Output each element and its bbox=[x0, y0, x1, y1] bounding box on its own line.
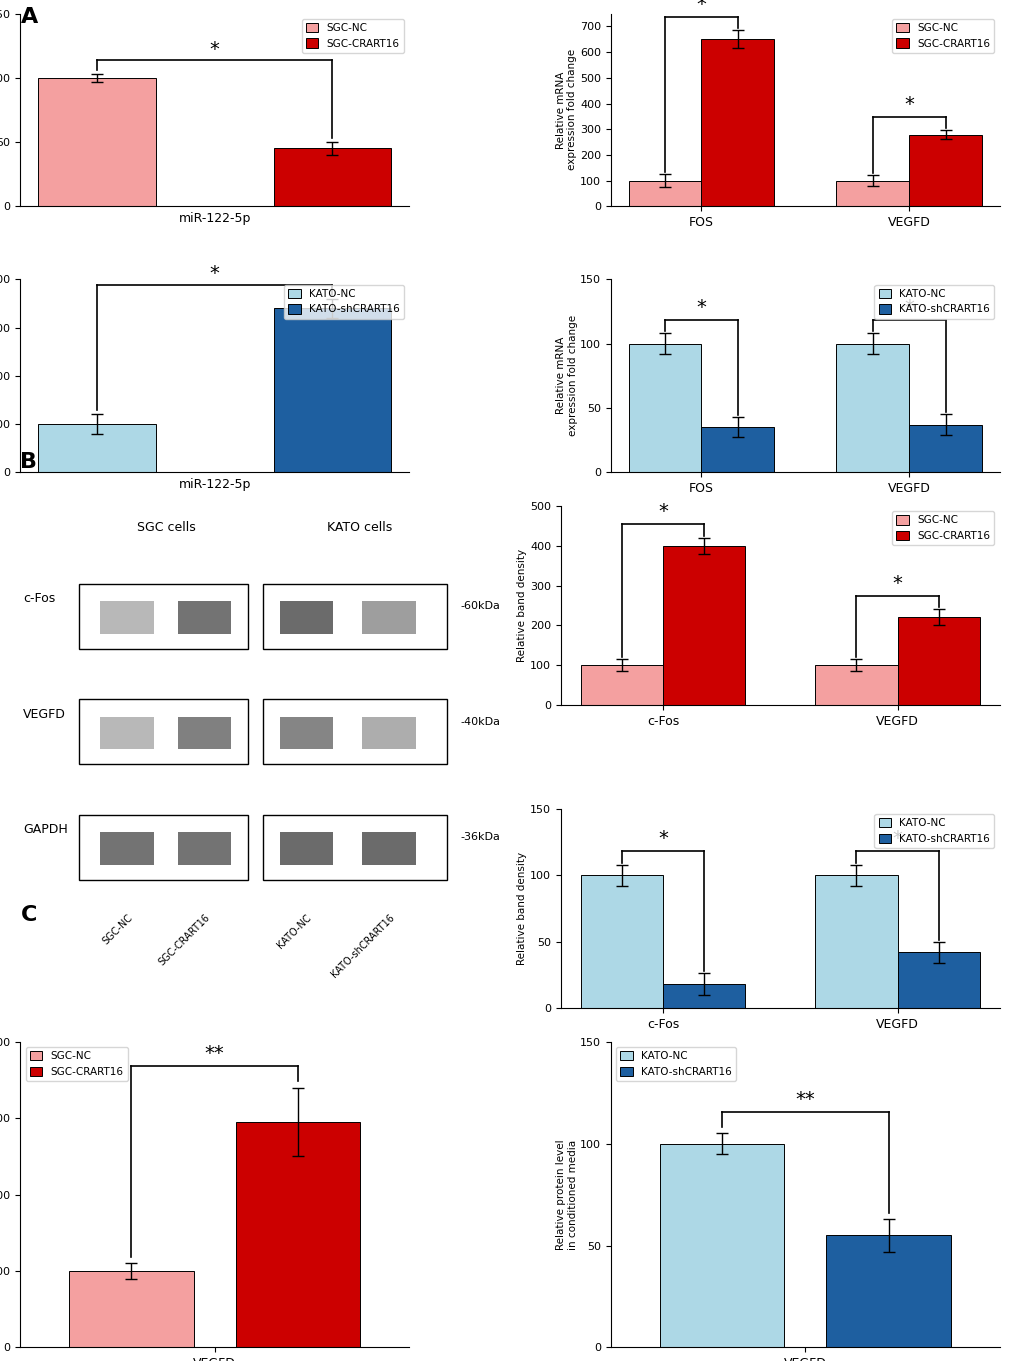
Text: *: * bbox=[696, 0, 706, 14]
Bar bbox=[100, 602, 154, 634]
Bar bbox=[836, 181, 908, 207]
Text: SGC-NC: SGC-NC bbox=[100, 913, 135, 946]
Bar bbox=[580, 875, 662, 1009]
Bar bbox=[362, 832, 416, 864]
Bar bbox=[897, 618, 978, 705]
Bar bbox=[628, 344, 701, 472]
Legend: SGC-NC, SGC-CRART16: SGC-NC, SGC-CRART16 bbox=[302, 19, 404, 53]
Bar bbox=[897, 953, 978, 1009]
Y-axis label: Relative mRNA
expression fold change: Relative mRNA expression fold change bbox=[555, 49, 577, 170]
Bar bbox=[178, 717, 231, 750]
Bar bbox=[100, 717, 154, 750]
Text: SGC cells: SGC cells bbox=[137, 521, 195, 534]
Bar bbox=[235, 1121, 360, 1347]
X-axis label: miR-122-5p: miR-122-5p bbox=[178, 212, 251, 225]
Bar bbox=[825, 1236, 950, 1347]
Text: *: * bbox=[892, 573, 902, 592]
Text: *: * bbox=[657, 502, 667, 521]
Text: -36kDa: -36kDa bbox=[461, 833, 500, 842]
Bar bbox=[78, 584, 248, 649]
Text: VEGFD: VEGFD bbox=[22, 708, 65, 721]
Bar bbox=[279, 602, 333, 634]
Bar bbox=[69, 1271, 194, 1347]
Bar bbox=[178, 602, 231, 634]
Text: *: * bbox=[657, 829, 667, 848]
X-axis label: miR-122-5p: miR-122-5p bbox=[178, 478, 251, 490]
Y-axis label: Relative band density: Relative band density bbox=[517, 548, 527, 661]
Text: **: ** bbox=[795, 1090, 814, 1109]
Legend: KATO-NC, KATO-shCRART16: KATO-NC, KATO-shCRART16 bbox=[873, 284, 994, 318]
Bar bbox=[908, 135, 981, 207]
Text: C: C bbox=[20, 905, 37, 925]
Bar bbox=[38, 423, 156, 472]
Bar bbox=[273, 148, 391, 207]
Bar bbox=[814, 666, 897, 705]
Legend: SGC-NC, SGC-CRART16: SGC-NC, SGC-CRART16 bbox=[892, 19, 994, 53]
Y-axis label: Relative protein level
in conditioned media: Relative protein level in conditioned me… bbox=[555, 1139, 577, 1249]
Text: B: B bbox=[20, 452, 38, 472]
Bar bbox=[362, 602, 416, 634]
Bar bbox=[78, 700, 248, 765]
Bar bbox=[178, 832, 231, 864]
Y-axis label: Relative band density: Relative band density bbox=[517, 852, 527, 965]
Bar bbox=[701, 39, 773, 207]
Bar bbox=[279, 717, 333, 750]
Text: -60kDa: -60kDa bbox=[461, 602, 500, 611]
Text: KATO-shCRART16: KATO-shCRART16 bbox=[329, 913, 395, 980]
Text: *: * bbox=[892, 829, 902, 848]
Bar bbox=[814, 875, 897, 1009]
Bar bbox=[659, 1143, 784, 1347]
Legend: KATO-NC, KATO-shCRART16: KATO-NC, KATO-shCRART16 bbox=[283, 284, 404, 318]
Text: *: * bbox=[904, 298, 913, 317]
Bar bbox=[628, 181, 701, 207]
Text: *: * bbox=[696, 298, 706, 317]
Y-axis label: Relative mRNA
expression fold change: Relative mRNA expression fold change bbox=[555, 316, 577, 437]
Bar bbox=[263, 700, 446, 765]
Text: *: * bbox=[210, 264, 219, 283]
Bar bbox=[908, 425, 981, 472]
Text: c-Fos: c-Fos bbox=[22, 592, 55, 606]
Bar bbox=[662, 546, 744, 705]
Bar bbox=[263, 815, 446, 881]
Bar bbox=[100, 832, 154, 864]
Text: GAPDH: GAPDH bbox=[22, 823, 67, 836]
Legend: KATO-NC, KATO-shCRART16: KATO-NC, KATO-shCRART16 bbox=[873, 814, 994, 848]
Bar bbox=[263, 584, 446, 649]
Bar bbox=[701, 427, 773, 472]
Text: **: ** bbox=[205, 1044, 224, 1063]
Bar bbox=[273, 309, 391, 472]
Bar bbox=[38, 78, 156, 207]
Text: *: * bbox=[904, 95, 913, 114]
Bar bbox=[78, 815, 248, 881]
Legend: SGC-NC, SGC-CRART16: SGC-NC, SGC-CRART16 bbox=[25, 1047, 127, 1081]
Bar bbox=[279, 832, 333, 864]
Text: SGC-CRART16: SGC-CRART16 bbox=[157, 913, 212, 968]
Text: -40kDa: -40kDa bbox=[461, 717, 500, 727]
Bar bbox=[580, 666, 662, 705]
Text: *: * bbox=[210, 39, 219, 59]
Bar bbox=[662, 984, 744, 1009]
Bar bbox=[836, 344, 908, 472]
Text: KATO cells: KATO cells bbox=[327, 521, 392, 534]
Legend: SGC-NC, SGC-CRART16: SGC-NC, SGC-CRART16 bbox=[892, 510, 994, 544]
Legend: KATO-NC, KATO-shCRART16: KATO-NC, KATO-shCRART16 bbox=[615, 1047, 736, 1081]
Text: A: A bbox=[20, 7, 38, 27]
Text: KATO-NC: KATO-NC bbox=[275, 913, 313, 950]
Bar bbox=[362, 717, 416, 750]
